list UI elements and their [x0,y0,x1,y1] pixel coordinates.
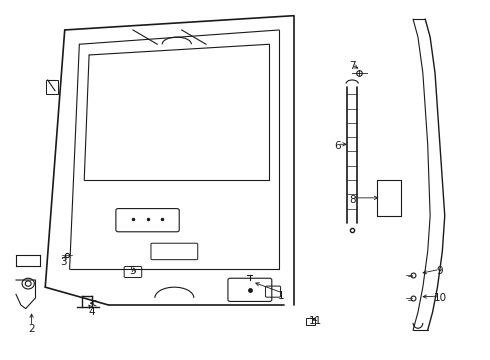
Text: 2: 2 [28,324,35,334]
Text: 9: 9 [437,266,443,276]
Text: 11: 11 [309,316,322,326]
Text: 10: 10 [433,293,446,303]
Text: 5: 5 [130,266,136,276]
Text: 4: 4 [88,307,95,317]
Text: 8: 8 [349,195,356,204]
Bar [306,318,315,325]
Text: 1: 1 [278,291,285,301]
Text: 7: 7 [349,61,356,71]
Bar [46,80,58,94]
Text: 6: 6 [334,141,341,151]
Text: 3: 3 [60,257,67,267]
